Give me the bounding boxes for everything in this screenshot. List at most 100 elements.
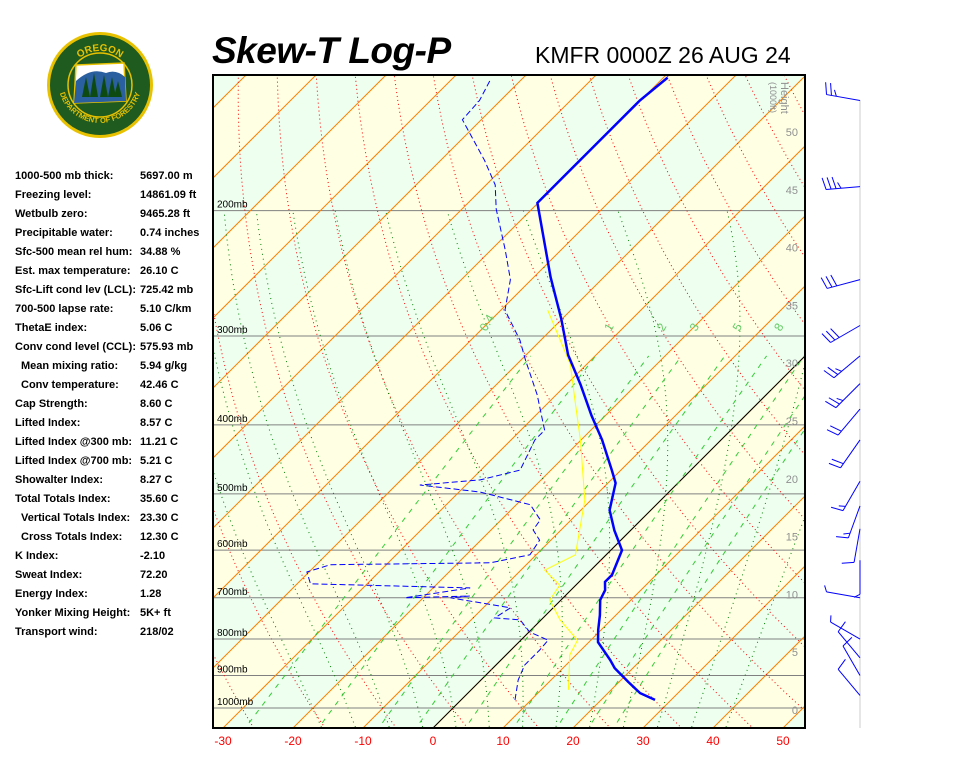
wind-barb-feather [837, 621, 846, 633]
stat-row: Conv temperature: 42.46 C [15, 377, 215, 396]
mixing-ratio-line [244, 355, 531, 728]
stat-value: 8.60 C [140, 398, 173, 410]
wind-barb [824, 585, 861, 599]
moist-adiabat-line [446, 210, 563, 728]
plot-frame [212, 74, 806, 729]
stat-row: ThetaE index: 5.06 C [15, 320, 215, 339]
dry-adiabat-line [666, 75, 805, 326]
stat-value: 34.88 % [140, 246, 181, 258]
stat-value: 72.20 [140, 569, 168, 581]
wind-barb [820, 274, 861, 289]
mixing-ratio-line [613, 428, 805, 728]
wind-barb-feather [830, 506, 844, 512]
logo-top-text: OREGON [75, 43, 125, 61]
wind-barb [825, 82, 861, 101]
moist-adiabat-line [725, 515, 805, 728]
isobar-label: 1000mb [217, 697, 254, 708]
stat-row: Lifted Index: 8.57 C [15, 415, 215, 434]
stat-label: Cross Totals Index: [21, 531, 123, 543]
temperature-tick-label: -10 [354, 734, 372, 748]
dry-adiabat-line [276, 75, 540, 728]
wind-barb-staff [833, 355, 861, 379]
stat-value: 725.42 mb [140, 284, 194, 296]
moist-adiabat-line [223, 210, 390, 728]
temperature-band [849, 53, 960, 732]
wind-barb [830, 615, 861, 640]
wind-barb-feather [827, 366, 839, 375]
dry-adiabat-line [510, 75, 805, 584]
dry-adiabat-line [67, 53, 185, 732]
mixing-ratio-line [464, 355, 726, 728]
wind-barb-feather [831, 176, 837, 189]
stat-value: 5K+ ft [140, 607, 171, 619]
stat-label: Sweat Index: [15, 569, 83, 581]
stat-label: Lifted Index: [15, 417, 81, 429]
height-axis-unit: (1000ft) [768, 82, 778, 113]
stat-label: Freezing level: [15, 189, 92, 201]
wind-barb-feather [825, 330, 836, 341]
sounding-profiles [306, 76, 669, 702]
wind-barb-feather [826, 177, 832, 190]
isotherm-line [362, 285, 805, 728]
height-tick-label: 10 [786, 589, 798, 601]
isotherm-line [849, 53, 960, 732]
temperature-band [782, 705, 805, 728]
stat-value: 12.30 C [140, 531, 179, 543]
wind-barb [837, 621, 861, 659]
dewpoint-trace [306, 79, 549, 700]
wind-barb [836, 505, 861, 539]
isotherm-line [213, 75, 737, 599]
stat-value: 5697.00 m [140, 170, 193, 182]
stat-row: Yonker Mixing Height: 5K+ ft [15, 605, 215, 624]
stat-value: 575.93 mb [140, 341, 194, 353]
stat-value: 35.60 C [140, 493, 179, 505]
temperature-trace [536, 76, 669, 702]
stat-value: -2.10 [140, 550, 166, 562]
isobar-label: 300mb [217, 325, 248, 336]
stat-value: 26.10 C [140, 265, 179, 277]
isotherm-line [502, 425, 805, 728]
wind-barb [837, 659, 861, 696]
zero-isotherm-line [432, 355, 805, 728]
wind-barb-feather [842, 637, 853, 647]
temperature-tick-label: 10 [496, 734, 510, 748]
wind-barb-feather [826, 429, 839, 436]
stat-value: 5.21 C [140, 455, 173, 467]
wind-barb [841, 528, 861, 564]
stat-row: Sfc-Lift cond lev (LCL): 725.42 mb [15, 282, 215, 301]
wind-barb-feather [823, 370, 835, 379]
wind-barb-staff [842, 645, 861, 676]
isotherm-line [0, 53, 128, 732]
isotherm-line [213, 75, 387, 249]
wind-barb-staff [840, 439, 861, 469]
stat-label: ThetaE index: [15, 322, 88, 334]
wind-barb-feather [830, 425, 842, 432]
sounding-indices-panel: 1000-500 mb thick: 5697.00 m Freezing leve… [15, 168, 215, 643]
wind-barb-feather [828, 397, 840, 405]
wind-barb-feather [830, 274, 838, 287]
temperature-bands [213, 53, 960, 732]
stat-row: Vertical Totals Index: 23.30 C [15, 510, 215, 529]
stat-label: Energy Index: [15, 588, 88, 600]
height-tick-label: 15 [786, 532, 798, 544]
stat-row: Energy Index: 1.28 [15, 586, 215, 605]
stat-label: Sfc-500 mean rel hum: [15, 246, 133, 258]
wind-barb-feather [843, 532, 851, 535]
wind-barb-feather [831, 458, 844, 465]
isotherm-line [213, 75, 527, 389]
stat-value: 11.21 C [140, 436, 178, 448]
stat-value: 5.94 g/kg [140, 360, 188, 372]
oregon-department-of-forestry-logo: OREGON DEPARTMENT OF FORESTRY [47, 32, 153, 138]
height-axis-title: Height [778, 82, 790, 114]
height-tick-label: 45 [786, 185, 798, 197]
dry-adiabat-line [354, 75, 683, 728]
dry-adiabat-line [926, 53, 960, 732]
wind-barbs [820, 82, 861, 696]
dry-adiabat-line [888, 53, 960, 732]
wind-barb [821, 176, 861, 191]
stat-row: Total Totals Index: 35.60 C [15, 491, 215, 510]
wind-barb [826, 408, 861, 436]
wind-barb [823, 355, 861, 379]
stat-label: Total Totals Index: [15, 493, 111, 505]
height-tick-label: 40 [786, 243, 798, 255]
